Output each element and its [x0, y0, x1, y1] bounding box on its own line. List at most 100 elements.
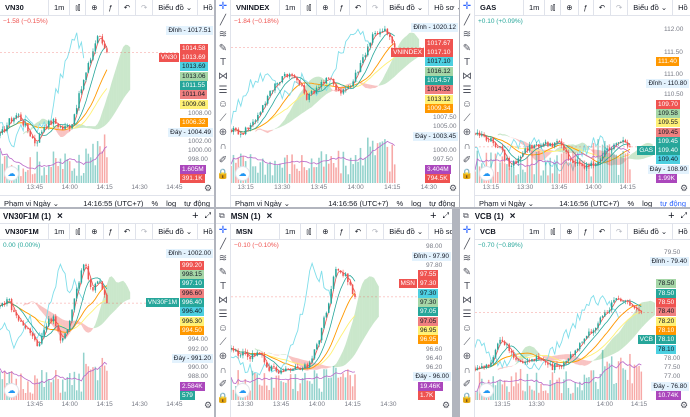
pattern-icon[interactable]: ⋈ — [462, 71, 472, 82]
date-range-menu[interactable]: Phạm vi Ngày ⌄ — [0, 199, 63, 208]
measure-icon[interactable]: ☰ — [218, 85, 228, 96]
chart-menu[interactable]: Biểu đồ ⌄ — [628, 0, 674, 15]
brush-icon[interactable]: ✎ — [462, 267, 472, 278]
close-tab-icon[interactable]: × — [266, 210, 273, 222]
indicators-icon[interactable]: ⊕ — [86, 224, 104, 239]
chart-menu[interactable]: Biểu đồ ⌄ — [384, 224, 430, 239]
zoom-icon[interactable]: ⊕ — [462, 127, 472, 138]
auto-scale-toggle[interactable]: tự động — [660, 198, 686, 208]
interval-button[interactable]: 1m — [49, 224, 71, 239]
tradingview-logo-icon[interactable]: ☁ — [479, 166, 494, 181]
auto-scale-toggle[interactable]: tự động — [184, 198, 210, 208]
candle-style-icon[interactable]: ⫾⫿ — [545, 0, 562, 15]
date-range-menu[interactable]: Phạm vi Ngày ⌄ — [475, 199, 538, 208]
symbol-search[interactable]: VCB — [475, 224, 524, 239]
magnet-icon[interactable]: ∩ — [463, 365, 471, 376]
redo-icon[interactable]: ↷ — [611, 224, 629, 239]
function-icon[interactable]: ƒ — [335, 224, 350, 239]
brush-icon[interactable]: ✎ — [462, 43, 472, 54]
fib-icon[interactable]: ≋ — [218, 29, 228, 40]
undo-icon[interactable]: ↶ — [350, 224, 367, 239]
candle-style-icon[interactable]: ⫾⫿ — [301, 0, 318, 15]
candle-style-icon[interactable]: ⫾⫿ — [70, 224, 87, 239]
panel-tab-title[interactable]: VCB (1) — [474, 211, 504, 221]
lock-icon[interactable]: 🔒 — [216, 169, 230, 180]
auto-scale-toggle[interactable]: tự động — [429, 198, 455, 208]
pencil-lock-icon[interactable]: ✐ — [462, 379, 472, 390]
pencil-lock-icon[interactable]: ✐ — [462, 155, 472, 166]
close-tab-icon[interactable]: × — [509, 210, 516, 222]
emoji-icon[interactable]: ☺ — [461, 323, 473, 334]
ruler-icon[interactable]: ⟋ — [219, 113, 227, 124]
add-chart-icon[interactable]: + — [192, 210, 199, 222]
symbol-search[interactable]: VN30 — [0, 0, 49, 15]
symbol-search[interactable]: MSN — [231, 224, 280, 239]
candle-style-icon[interactable]: ⫾⫿ — [301, 224, 318, 239]
expand-icon[interactable]: ⤢ — [204, 211, 211, 220]
zoom-icon[interactable]: ⊕ — [218, 351, 228, 362]
timezone-clock[interactable]: 14:16:55 (UTC+7) — [83, 198, 144, 208]
trend-line-icon[interactable]: ╱ — [463, 15, 471, 26]
text-icon[interactable]: T — [219, 57, 227, 68]
settings-gear-icon[interactable]: ⚙ — [204, 183, 213, 193]
panel-tab-title[interactable]: VN30F1M (1) — [3, 211, 52, 221]
pattern-icon[interactable]: ⋈ — [218, 295, 228, 306]
emoji-icon[interactable]: ☺ — [461, 99, 473, 110]
symbol-search[interactable]: VN30F1M — [0, 224, 49, 239]
timezone-clock[interactable]: 14:16:56 (UTC+7) — [559, 198, 620, 208]
pattern-icon[interactable]: ⋈ — [462, 295, 472, 306]
measure-icon[interactable]: ☰ — [462, 309, 472, 320]
profile-menu[interactable]: Hồ sơ ⌄ — [198, 0, 214, 15]
function-icon[interactable]: ƒ — [104, 224, 119, 239]
percent-scale-toggle[interactable]: % — [151, 198, 159, 208]
interval-button[interactable]: 1m — [280, 0, 302, 15]
percent-scale-toggle[interactable]: % — [627, 198, 635, 208]
magnet-icon[interactable]: ∩ — [463, 141, 471, 152]
profile-menu[interactable]: Hồ sơ ⌄ — [429, 224, 452, 239]
ruler-icon[interactable]: ⟋ — [219, 337, 227, 348]
function-icon[interactable]: ƒ — [104, 0, 119, 15]
profile-menu[interactable]: Hồ sơ ⌄ — [429, 0, 459, 15]
pattern-icon[interactable]: ⋈ — [218, 71, 228, 82]
crosshair-icon[interactable]: ✛ — [218, 225, 228, 236]
chart-menu[interactable]: Biểu đồ ⌄ — [153, 224, 199, 239]
emoji-icon[interactable]: ☺ — [217, 99, 229, 110]
tradingview-logo-icon[interactable]: ☁ — [235, 166, 250, 181]
undo-icon[interactable]: ↶ — [119, 224, 136, 239]
date-range-menu[interactable]: Phạm vi Ngày ⌄ — [231, 199, 294, 208]
tradingview-logo-icon[interactable]: ☁ — [479, 383, 494, 398]
interval-button[interactable]: 1m — [524, 0, 546, 15]
add-chart-icon[interactable]: + — [668, 210, 675, 222]
pencil-lock-icon[interactable]: ✐ — [218, 379, 228, 390]
log-scale-toggle[interactable]: log — [411, 198, 422, 208]
redo-icon[interactable]: ↷ — [136, 224, 154, 239]
indicators-icon[interactable]: ⊕ — [317, 224, 335, 239]
settings-gear-icon[interactable]: ⚙ — [680, 400, 689, 410]
indicators-icon[interactable]: ⊕ — [561, 224, 579, 239]
ruler-icon[interactable]: ⟋ — [463, 113, 471, 124]
fib-icon[interactable]: ≋ — [462, 253, 472, 264]
function-icon[interactable]: ƒ — [579, 224, 594, 239]
pencil-lock-icon[interactable]: ✐ — [218, 155, 228, 166]
expand-icon[interactable]: ⤢ — [442, 211, 449, 220]
fib-icon[interactable]: ≋ — [462, 29, 472, 40]
brush-icon[interactable]: ✎ — [218, 267, 228, 278]
add-chart-icon[interactable]: + — [430, 210, 437, 222]
crosshair-icon[interactable]: ✛ — [462, 1, 472, 12]
trend-line-icon[interactable]: ╱ — [219, 239, 227, 250]
zoom-icon[interactable]: ⊕ — [462, 351, 472, 362]
candle-style-icon[interactable]: ⫾⫿ — [70, 0, 87, 15]
profile-menu[interactable]: Hồ sơ ⌄ — [673, 224, 690, 239]
lock-icon[interactable]: 🔒 — [216, 393, 230, 404]
settings-gear-icon[interactable]: ⚙ — [449, 183, 458, 193]
interval-button[interactable]: 1m — [524, 224, 546, 239]
emoji-icon[interactable]: ☺ — [217, 323, 229, 334]
profile-menu[interactable]: Hồ sơ ⌄ — [198, 224, 214, 239]
profile-menu[interactable]: Hồ sơ ⌄ — [673, 0, 690, 15]
crosshair-icon[interactable]: ✛ — [218, 1, 228, 12]
close-tab-icon[interactable]: × — [57, 210, 63, 222]
text-icon[interactable]: T — [463, 281, 471, 292]
timezone-clock[interactable]: 14:16:56 (UTC+7) — [328, 198, 389, 208]
fib-icon[interactable]: ≋ — [218, 253, 228, 264]
indicators-icon[interactable]: ⊕ — [561, 0, 579, 15]
